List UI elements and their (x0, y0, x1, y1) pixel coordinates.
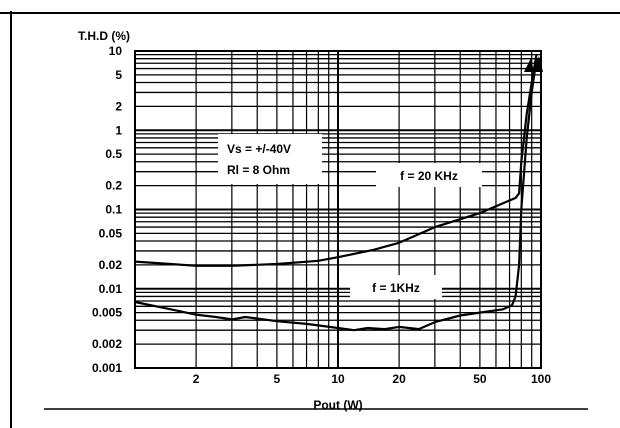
y-tick-label: 0.2 (105, 179, 122, 193)
x-tick-label: 20 (392, 372, 406, 386)
conditions-box (218, 134, 322, 184)
y-tick-label: 2 (115, 99, 122, 113)
x-tick-label: 5 (274, 372, 281, 386)
grid (134, 50, 542, 369)
x-axis-title: Pout (W) (313, 398, 362, 412)
y-tick-label: 0.01 (99, 282, 123, 296)
clip-arrow-marker (524, 58, 534, 72)
series-group (134, 54, 543, 332)
series-line-f1khz (134, 58, 538, 332)
y-tick-label: 0.001 (92, 361, 122, 375)
y-tick-label: 0.002 (92, 337, 122, 351)
conditions-label: Rl = 8 Ohm (227, 163, 290, 177)
y-tick-label: 10 (109, 44, 123, 58)
y-tick-label: 0.05 (99, 226, 123, 240)
y-tick-label: 1 (115, 123, 122, 137)
f1khz-label-box (350, 275, 442, 299)
x-tick-label: 50 (473, 372, 487, 386)
series-line-f20khz (134, 54, 538, 267)
y-tick-label: 0.005 (92, 306, 122, 320)
f1khz-label: f = 1KHz (372, 281, 420, 295)
x-tick-label: 10 (331, 372, 345, 386)
x-tick-label: 2 (193, 372, 200, 386)
y-axis-title: T.H.D (%) (78, 29, 130, 43)
annotations-group: Vs = +/-40V Rl = 8 Ohm f = 20 KHz f = 1KHz (218, 134, 482, 299)
clip-arrow-marker (533, 56, 543, 72)
conditions-label: Vs = +/-40V (227, 142, 291, 156)
f20khz-label-box (376, 163, 482, 187)
tick-labels-group: 10 5 2 1 0.5 0.2 0.1 0.05 0.02 0.01 0.005 0.002 0.00… (92, 44, 551, 386)
y-tick-label: 0.5 (105, 147, 122, 161)
x-tick-label: 100 (531, 372, 551, 386)
y-tick-label: 0.02 (99, 258, 123, 272)
y-tick-label: 5 (115, 68, 122, 82)
f20khz-label: f = 20 KHz (400, 169, 458, 183)
y-tick-label: 0.1 (105, 203, 122, 217)
